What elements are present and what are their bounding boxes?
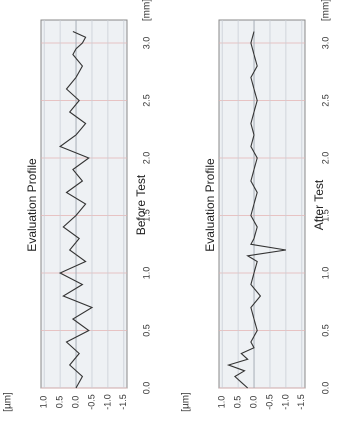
x-unit-label: [mm] — [321, 0, 332, 21]
y-tick-label: -1.5 — [296, 394, 306, 410]
y-tick-label: 0.0 — [70, 396, 80, 409]
y-tick-label: -0.5 — [264, 394, 274, 410]
series-line — [58, 30, 94, 389]
x-tick-label: 0.5 — [141, 324, 151, 337]
y-tick-label: -1.5 — [118, 394, 128, 410]
chart-caption: Before Test — [134, 174, 148, 235]
x-tick-label: 2.5 — [320, 94, 330, 107]
chart-caption: After Test — [312, 179, 326, 230]
x-tick-label: 2.5 — [141, 94, 151, 107]
y-unit-label: [µm] — [181, 392, 192, 412]
x-tick-label: 0.0 — [320, 382, 330, 395]
chart-1: 0.0 0.5 1.0 1.5 2.0 2.5 3.0 1.0 0.5 0.0 -0.5 -1.0 -1… — [3, 0, 153, 412]
x-tick-label: 0.0 — [141, 382, 151, 395]
x-tick-label: 3.0 — [320, 37, 330, 50]
y-tick-label: 0.5 — [232, 396, 242, 409]
y-tick-label: -0.5 — [86, 394, 96, 410]
y-tick-label: 1.0 — [39, 396, 49, 409]
chart-2: 0.0 0.5 1.0 1.5 2.0 2.5 3.0 1.0 0.5 0.0 -0.5 -1.0 -1… — [181, 0, 332, 412]
x-tick-label: 1.0 — [320, 267, 330, 280]
x-tick-label: 0.5 — [320, 324, 330, 337]
chart-title: Evaluation Profile — [203, 158, 217, 252]
x-tick-label: 1.5 — [141, 209, 151, 222]
y-tick-label: -1.0 — [102, 394, 112, 410]
x-tick-label: 2.0 — [141, 152, 151, 165]
x-tick-label: 3.0 — [141, 37, 151, 50]
y-unit-label: [µm] — [3, 392, 14, 412]
y-tick-label: -1.0 — [280, 394, 290, 410]
x-tick-label: 1.5 — [320, 209, 330, 222]
x-tick-label: 2.0 — [320, 152, 330, 165]
x-unit-label: [mm] — [142, 0, 153, 21]
series-line — [226, 31, 286, 389]
y-tick-label: 0.5 — [54, 396, 64, 409]
chart-title: Evaluation Profile — [25, 158, 39, 252]
plot-area — [218, 19, 306, 389]
x-tick-label: 1.0 — [141, 267, 151, 280]
y-tick-label: 0.0 — [248, 396, 258, 409]
y-tick-label: 1.0 — [217, 396, 227, 409]
